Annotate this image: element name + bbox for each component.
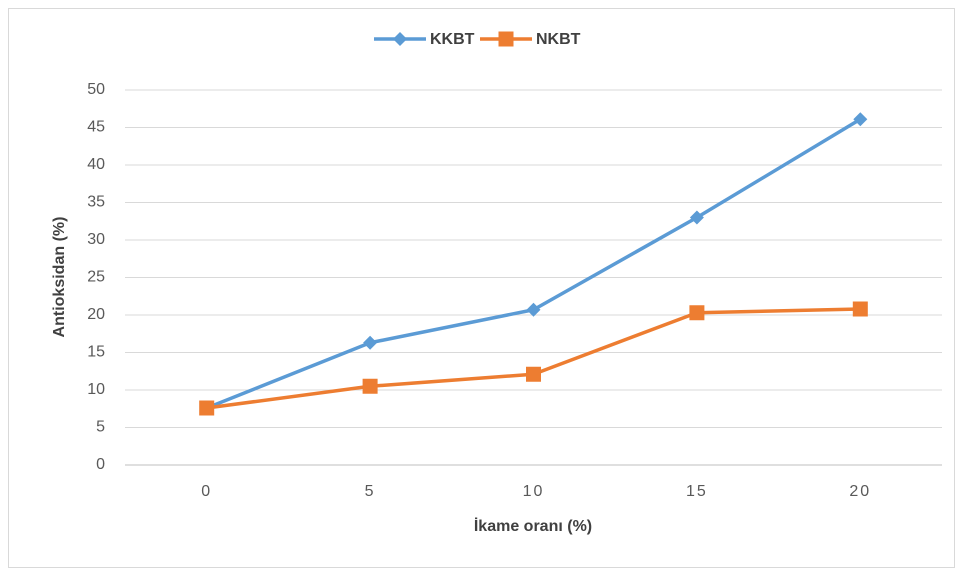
data-point [689,305,705,321]
data-point [363,335,378,350]
data-point [689,210,704,225]
y-tick-label: 30 [87,231,105,248]
y-tick-label: 10 [87,381,105,398]
y-tick-label: 50 [87,81,105,98]
x-tick-label: 0 [201,483,212,500]
y-tick-label: 35 [87,194,105,211]
legend-marker [498,31,514,47]
y-tick-label: 20 [87,306,105,323]
data-point [852,301,868,317]
x-tick-label: 15 [686,483,708,500]
legend-label: NKBT [536,31,581,48]
data-point [362,378,378,394]
y-tick-label: 25 [87,269,105,286]
x-axis-title: İkame oranı (%) [474,517,592,535]
y-tick-label: 40 [87,156,105,173]
y-tick-label: 0 [96,456,105,473]
x-tick-label: 20 [849,483,871,500]
y-tick-label: 5 [96,419,105,436]
x-tick-label: 5 [365,483,376,500]
data-point [199,400,215,416]
y-tick-label: 15 [87,344,105,361]
data-point [526,302,541,317]
legend-marker [393,32,407,46]
data-point [853,112,868,127]
chart-border [8,8,955,568]
x-tick-label: 10 [523,483,545,500]
y-tick-label: 45 [87,119,105,136]
y-axis-title: Antioksidan (%) [51,217,68,338]
legend-label: KKBT [430,31,475,48]
data-point [526,366,541,382]
